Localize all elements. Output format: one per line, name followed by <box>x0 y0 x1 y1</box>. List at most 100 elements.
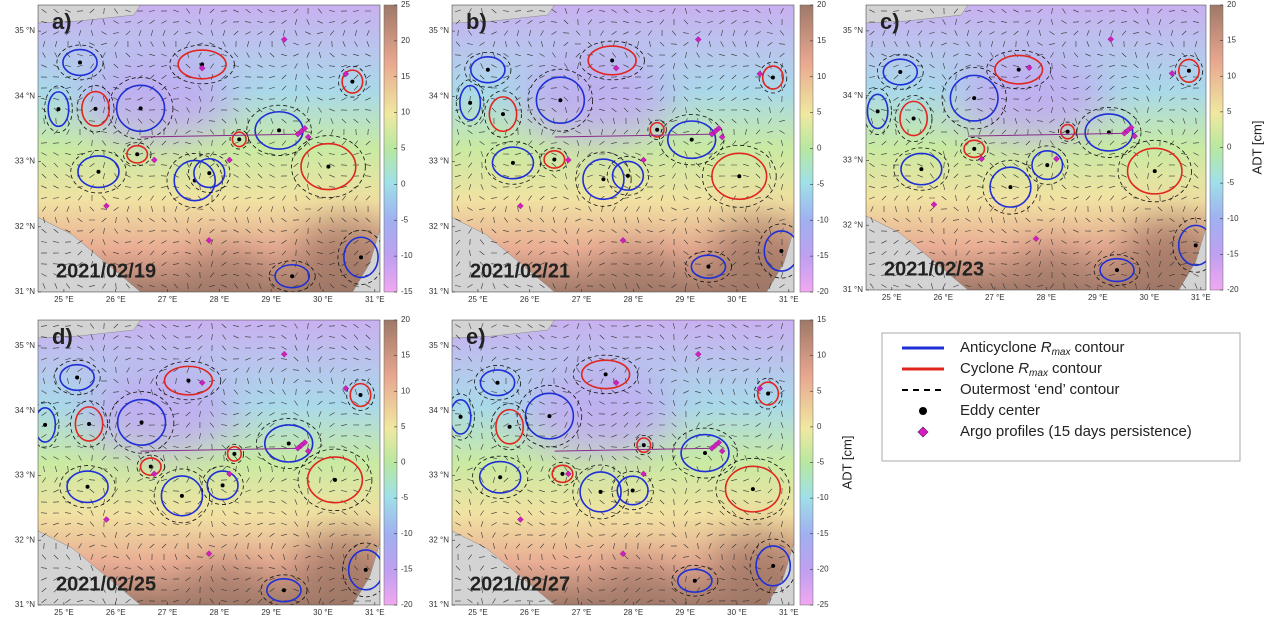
lon-tick-label: 25 °E <box>54 295 74 304</box>
map-frame <box>37 319 381 606</box>
cyclone-contour <box>341 69 364 94</box>
panel-date: 2021/02/19 <box>56 260 156 282</box>
anticyclone-contour <box>491 146 535 180</box>
anticyclone-contour <box>1084 113 1134 152</box>
lat-tick-label: 33 °N <box>429 471 449 480</box>
colorbar-tick-label: -10 <box>817 493 829 502</box>
colorbar-tick-label: -20 <box>401 600 413 609</box>
argo-profile <box>103 516 110 523</box>
anticyclone-contour <box>989 166 1032 208</box>
high-adt-region <box>708 533 794 605</box>
outermost-contour <box>464 51 512 88</box>
argo-profile <box>1032 235 1040 242</box>
eddy-center <box>148 464 153 469</box>
lat-tick-label: 32 °N <box>843 220 863 229</box>
map-panel: a) 2021/02/19 25 °E 26 °E 27 °E 28 °E 29 °E 30 … <box>15 0 413 304</box>
panel-label: e) <box>466 324 486 349</box>
eddy-center <box>1008 185 1013 190</box>
outermost-contour <box>122 142 152 167</box>
eddy-center <box>78 60 83 65</box>
eddy-center <box>326 164 331 169</box>
panel-date: 2021/02/23 <box>884 258 984 280</box>
lat-tick-label: 32 °N <box>429 222 449 231</box>
lon-tick-label: 29 °E <box>675 295 695 304</box>
eddy-center <box>1016 67 1021 72</box>
cyclone-contour <box>757 381 780 406</box>
land-coast <box>452 217 555 292</box>
legend-item: Eddy center <box>919 402 1040 419</box>
low-adt-region <box>520 53 671 140</box>
eddy-center <box>200 62 205 67</box>
legend-symbol: R <box>1041 339 1052 356</box>
colorbar-tick-label: 15 <box>1227 36 1236 45</box>
argo-profile <box>718 447 726 455</box>
colorbar-tick-label: -10 <box>401 529 413 538</box>
anticyclone-contour <box>274 263 311 289</box>
land-crete <box>38 320 141 339</box>
colorbar-tick-label: -10 <box>1227 214 1239 223</box>
lat-tick-label: 35 °N <box>15 26 35 35</box>
outermost-contour <box>572 464 629 520</box>
cyclone-contour <box>349 382 372 408</box>
argo-profile <box>978 155 985 163</box>
outermost-contour <box>634 435 654 456</box>
anticyclone-contour <box>755 545 792 587</box>
cyclone-contour <box>139 457 162 476</box>
colorbar-tick-label: 20 <box>817 0 826 9</box>
colorbar-tick-label: 0 <box>817 144 822 153</box>
argo-profile <box>294 444 302 452</box>
eddy-center <box>603 372 608 377</box>
outermost-contour <box>70 400 108 448</box>
eddy-center <box>500 112 505 117</box>
argo-profile <box>1121 129 1128 137</box>
high-adt-region <box>599 248 682 292</box>
anticyclone-contour <box>116 398 167 446</box>
cyclone-contour <box>177 49 227 80</box>
argo-profile <box>640 156 647 164</box>
lat-tick-label: 31 °N <box>843 285 863 294</box>
lat-tick-label: 34 °N <box>429 406 449 415</box>
lon-tick-label: 27 °E <box>985 293 1005 302</box>
cyclone-contour <box>711 152 768 201</box>
anticyclone-contour <box>1031 150 1064 181</box>
colorbar-tick-label: 10 <box>401 108 410 117</box>
eddy-center <box>485 67 490 72</box>
anticyclone-contour <box>62 48 98 77</box>
lon-tick-label: 27 °E <box>572 608 592 617</box>
anticyclone-contour <box>949 74 999 122</box>
argo-profile <box>1168 70 1176 77</box>
outermost-contour <box>572 354 639 395</box>
lon-tick-label: 29 °E <box>675 608 695 617</box>
velocity-field <box>868 7 1200 290</box>
outermost-contour <box>474 365 522 401</box>
eddy-center <box>911 116 916 121</box>
lon-tick-label: 26 °E <box>106 608 126 617</box>
lat-tick-label: 31 °N <box>429 600 449 609</box>
anticyclone-contour <box>206 470 239 501</box>
velocity-field <box>40 322 372 605</box>
eddy-center <box>610 58 615 63</box>
eddy-center <box>220 483 225 488</box>
anticyclone-contour <box>66 470 109 504</box>
argo-profile <box>756 70 764 78</box>
argo-profile <box>1131 132 1138 140</box>
anticyclone-contour <box>347 549 380 591</box>
lon-tick-label: 30 °E <box>727 295 747 304</box>
lat-tick-label: 35 °N <box>15 341 35 350</box>
eddy-center <box>138 106 143 111</box>
colorbar-tick-label: -5 <box>817 179 825 188</box>
outermost-contour <box>672 427 738 479</box>
argo-profile <box>564 470 572 478</box>
argo-profile <box>619 550 627 557</box>
anticyclone-contour <box>1177 224 1206 267</box>
map-area <box>38 5 380 292</box>
colorbar-tick-label: 15 <box>401 351 410 360</box>
cyclone-contour <box>231 131 247 148</box>
outermost-contour <box>684 250 732 283</box>
eddy-center <box>87 421 92 426</box>
outermost-contour <box>337 229 380 285</box>
outermost-contour <box>201 465 244 505</box>
eddy-center <box>771 563 776 568</box>
map-frame <box>37 4 381 293</box>
